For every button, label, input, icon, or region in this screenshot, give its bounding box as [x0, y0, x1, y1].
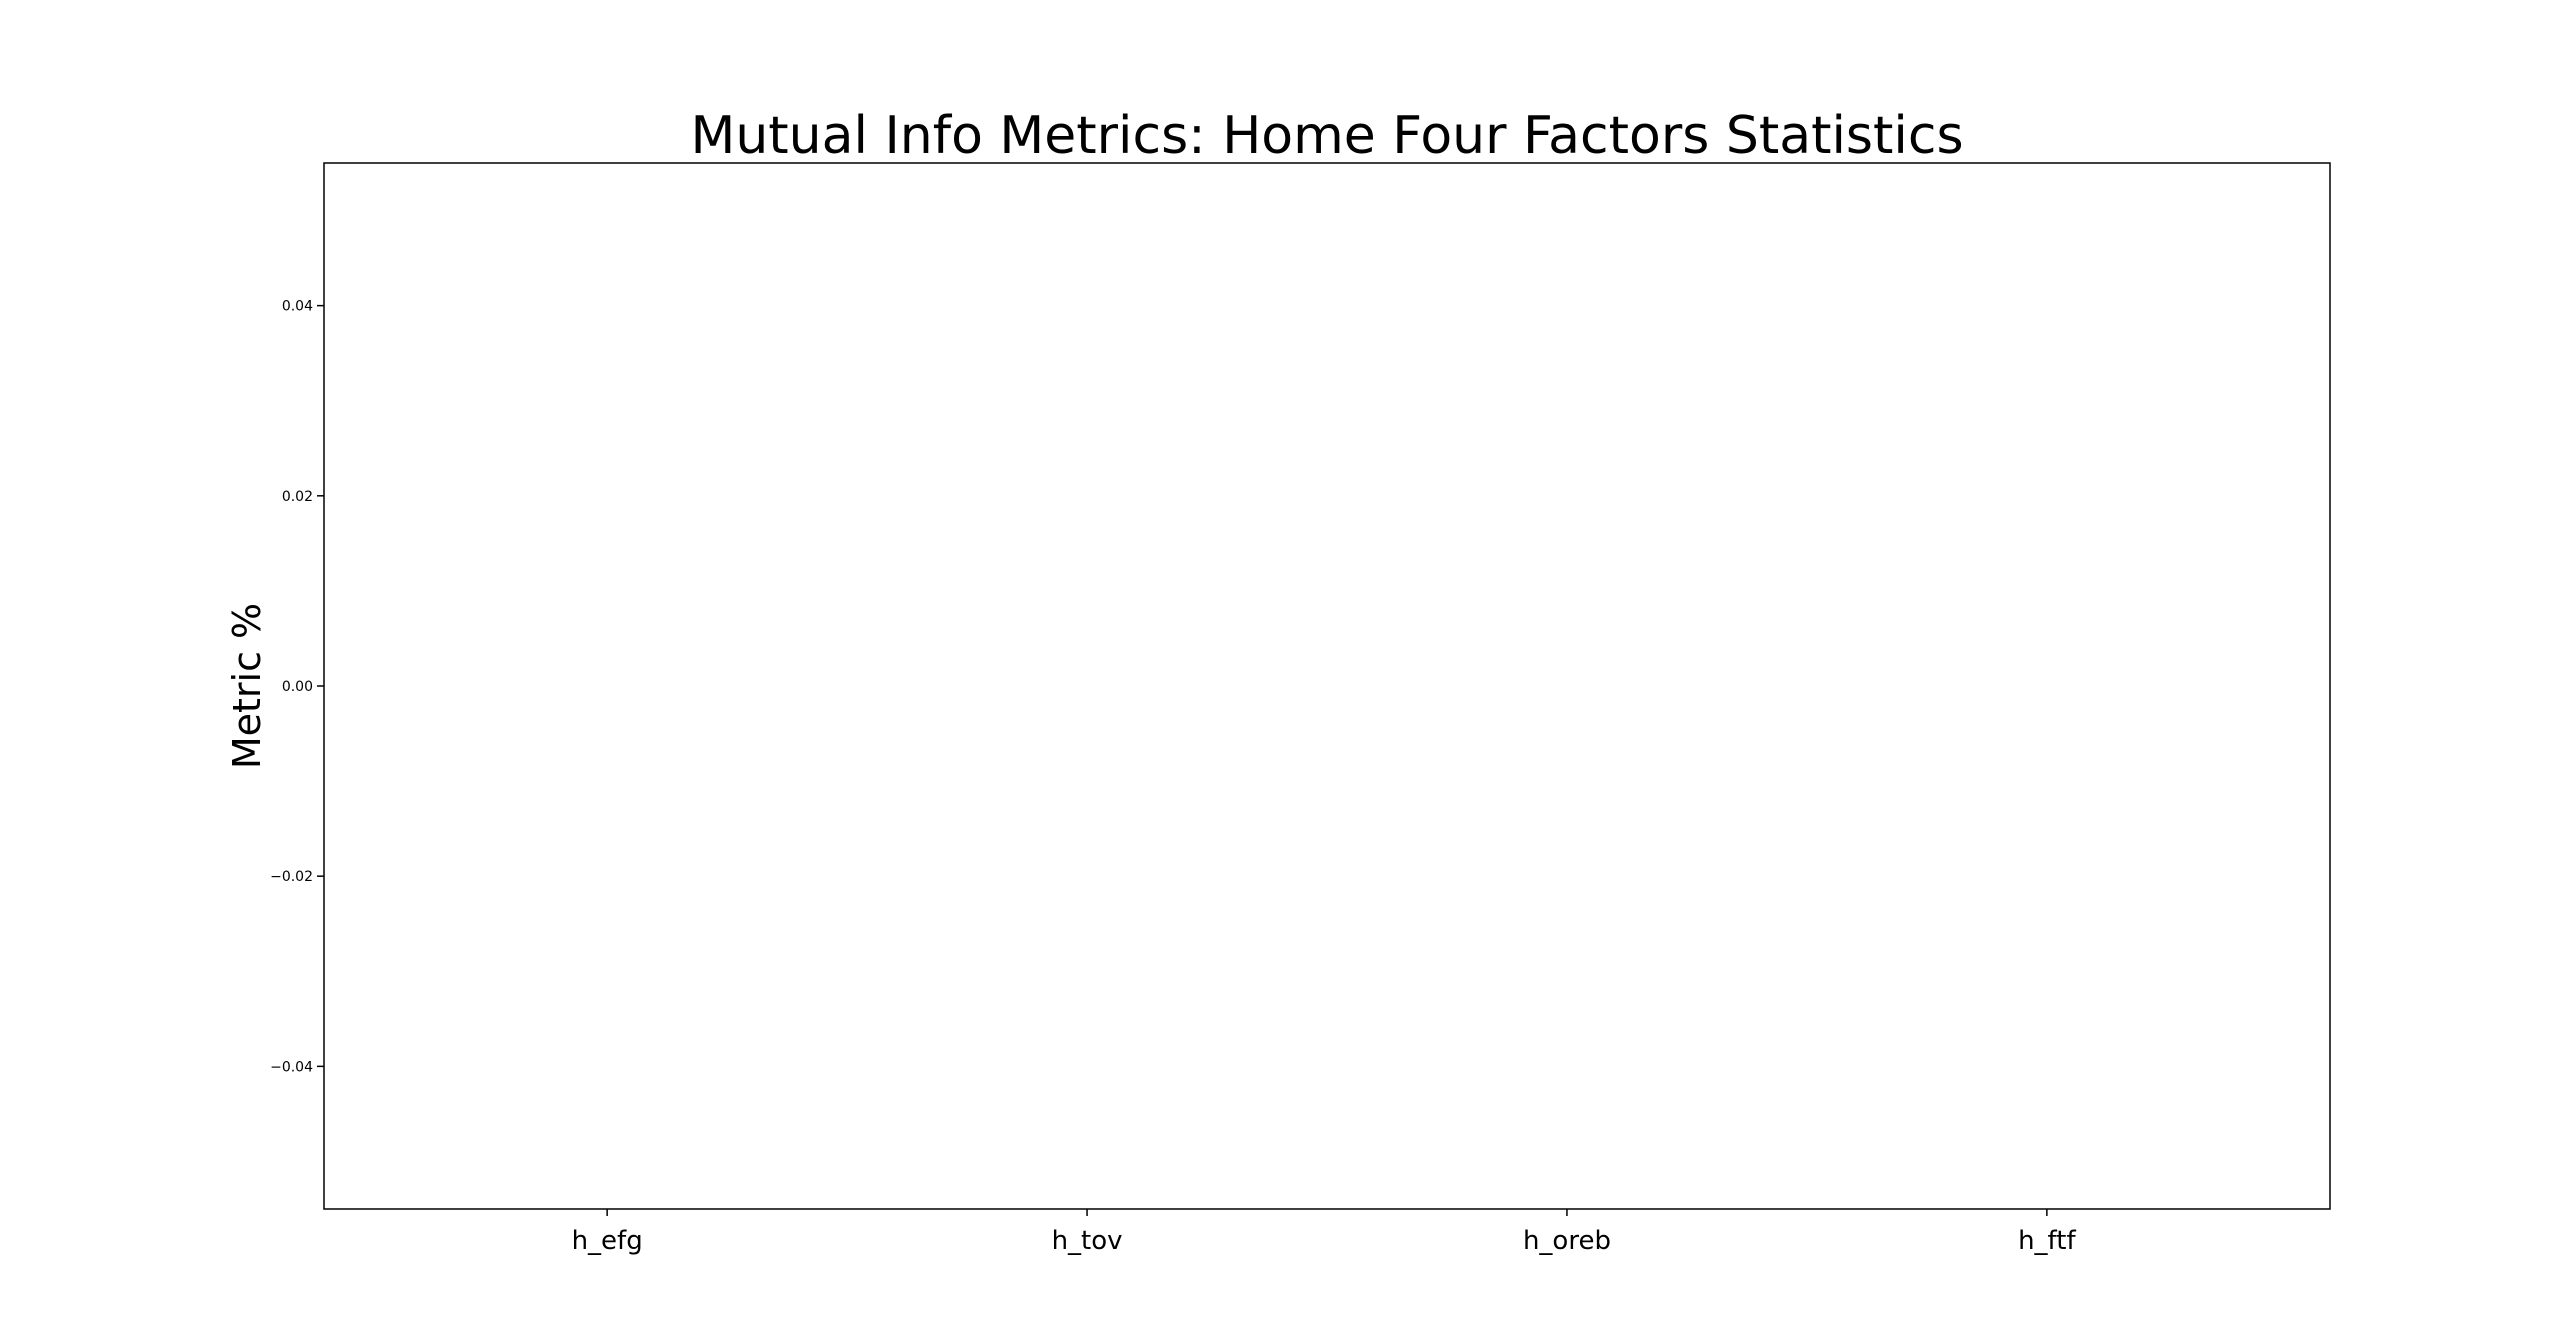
y-tick-label: −0.02 — [270, 869, 313, 885]
x-tick-label: h_oreb — [1523, 1226, 1611, 1256]
y-axis-label: Metric % — [225, 603, 269, 769]
x-axis-ticks: h_efg h_tov h_oreb h_ftf — [572, 1209, 2076, 1256]
y-tick-label: 0.04 — [282, 299, 313, 315]
chart-title: Mutual Info Metrics: Home Four Factors S… — [690, 106, 1963, 166]
y-tick-label: 0.00 — [282, 679, 313, 695]
plot-frame — [323, 162, 2331, 1210]
x-tick-label: h_tov — [1052, 1226, 1123, 1256]
y-axis-ticks: 0.04 0.02 0.00 −0.02 −0.04 — [270, 299, 324, 1075]
x-tick-label: h_ftf — [2018, 1226, 2076, 1256]
y-tick-label: −0.04 — [270, 1059, 313, 1075]
x-tick-label: h_efg — [572, 1226, 643, 1256]
y-tick-label: 0.02 — [282, 489, 313, 505]
